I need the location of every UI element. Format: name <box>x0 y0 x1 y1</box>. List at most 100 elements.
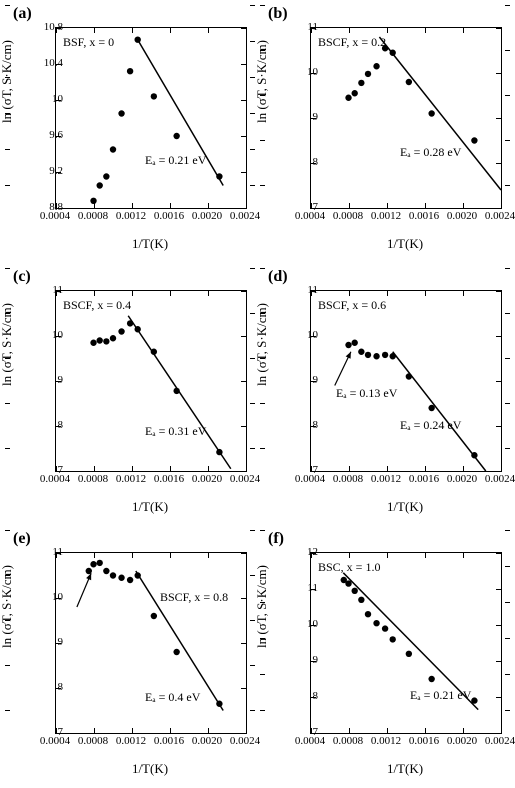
xtick-label: 0.0016 <box>409 210 439 222</box>
ytick-label: 9 <box>313 111 319 123</box>
ytick-label: 8 <box>313 156 319 168</box>
xtick-label: 0.0020 <box>447 473 477 485</box>
xtick-label: 0.0012 <box>116 473 146 485</box>
ytick-label: 11 <box>307 21 318 33</box>
xtick-label: 0.0012 <box>371 735 401 747</box>
ea-annotation: Eₐ = 0.24 eV <box>400 418 461 433</box>
ytick-label: 10 <box>52 329 63 341</box>
ea-annotation: Eₐ = 0.21 eV <box>410 688 471 703</box>
xtick-label: 0.0016 <box>154 210 184 222</box>
panel-title: BSC, x = 1.0 <box>318 560 380 575</box>
plot-svg <box>311 553 501 733</box>
ea-annotation: Eₐ = 0.4 eV <box>145 690 200 705</box>
ytick-label: 10 <box>52 93 63 105</box>
panel-title: BSCF, x = 0.6 <box>318 298 386 313</box>
xtick-label: 0.0016 <box>409 735 439 747</box>
plot-area <box>310 552 502 734</box>
xtick-label: 0.0024 <box>230 735 260 747</box>
x-axis-label: 1/T(K) <box>310 761 500 777</box>
xtick-label: 0.0004 <box>295 473 325 485</box>
xtick-label: 0.0020 <box>447 210 477 222</box>
xtick-label: 0.0016 <box>409 473 439 485</box>
y-axis-label: ln (σT, S·K/cm) <box>254 565 270 648</box>
xtick-label: 0.0004 <box>295 735 325 747</box>
xtick-label: 0.0020 <box>192 473 222 485</box>
ytick-label: 10 <box>307 618 318 630</box>
ytick-label: 10 <box>307 66 318 78</box>
panel-label: (e) <box>13 530 31 548</box>
ea-annotation: Eₐ = 0.28 eV <box>400 145 461 160</box>
panel-title: BSCF, x = 0.2 <box>318 35 386 50</box>
ytick-label: 9.2 <box>49 165 63 177</box>
xtick-label: 0.0008 <box>78 473 108 485</box>
plot-area <box>55 27 247 209</box>
plot-area <box>310 27 502 209</box>
panel-title: BSCF, x = 0.8 <box>160 590 228 605</box>
ytick-label: 10 <box>52 591 63 603</box>
ytick-label: 8 <box>313 419 319 431</box>
plot-area <box>55 552 247 734</box>
ytick-label: 10 <box>307 329 318 341</box>
xtick-label: 0.0016 <box>154 473 184 485</box>
ytick-label: 9.6 <box>49 129 63 141</box>
panel-e: (e) 78910110.00040.00080.00120.00160.002… <box>5 530 255 785</box>
x-axis-label: 1/T(K) <box>55 236 245 252</box>
panel-label: (f) <box>268 530 284 548</box>
xtick-label: 0.0016 <box>154 735 184 747</box>
xtick-label: 0.0024 <box>485 210 515 222</box>
ytick-label: 9 <box>313 654 319 666</box>
x-axis-label: 1/T(K) <box>55 499 245 515</box>
plot-area <box>310 290 502 472</box>
xtick-label: 0.0008 <box>333 735 363 747</box>
xtick-label: 0.0004 <box>40 210 70 222</box>
y-axis-label: ln (σT, S·K/cm) <box>0 303 15 386</box>
ytick-label: 11 <box>52 284 63 296</box>
panel-title: BSF, x = 0 <box>63 35 114 50</box>
x-axis-label: 1/T(K) <box>310 499 500 515</box>
xtick-label: 0.0004 <box>295 210 325 222</box>
xtick-label: 0.0008 <box>78 735 108 747</box>
ytick-label: 10.8 <box>44 21 63 33</box>
ea-annotation: Eₐ = 0.31 eV <box>145 424 206 439</box>
panel-label: (c) <box>13 268 31 286</box>
xtick-label: 0.0020 <box>192 735 222 747</box>
xtick-label: 0.0024 <box>485 735 515 747</box>
panel-label: (a) <box>13 5 32 23</box>
x-axis-label: 1/T(K) <box>310 236 500 252</box>
ytick-label: 8 <box>58 681 64 693</box>
panel-f: (f) 7891011120.00040.00080.00120.00160.0… <box>260 530 510 785</box>
ytick-label: 9 <box>58 636 64 648</box>
plot-svg <box>56 291 246 471</box>
xtick-label: 0.0008 <box>333 473 363 485</box>
xtick-label: 0.0020 <box>192 210 222 222</box>
ytick-label: 10.4 <box>44 57 63 69</box>
panel-title: BSCF, x = 0.4 <box>63 298 131 313</box>
xtick-label: 0.0020 <box>447 735 477 747</box>
xtick-label: 0.0024 <box>485 473 515 485</box>
y-axis-label: ln (σT, S·K/cm) <box>254 40 270 123</box>
ea-annotation: Eₐ = 0.21 eV <box>145 153 206 168</box>
panel-d: (d) 78910110.00040.00080.00120.00160.002… <box>260 268 510 523</box>
xtick-label: 0.0008 <box>333 210 363 222</box>
ea-annotation-2: Eₐ = 0.13 eV <box>336 386 397 401</box>
ytick-label: 8 <box>313 690 319 702</box>
ytick-label: 9 <box>58 374 64 386</box>
plot-svg <box>56 553 246 733</box>
panel-b: (b) 78910110.00040.00080.00120.00160.002… <box>260 5 510 260</box>
y-axis-label: ln (σT, S·K/cm) <box>0 40 15 123</box>
xtick-label: 0.0012 <box>371 473 401 485</box>
xtick-label: 0.0024 <box>230 473 260 485</box>
ytick-label: 8 <box>58 419 64 431</box>
panel-a: (a) 8.89.29.61010.410.80.00040.00080.001… <box>5 5 255 260</box>
xtick-label: 0.0024 <box>230 210 260 222</box>
arrhenius-figure: (a) 8.89.29.61010.410.80.00040.00080.001… <box>0 0 515 788</box>
y-axis-label: ln (σT, S·K/cm) <box>0 565 15 648</box>
panel-label: (d) <box>268 268 288 286</box>
plot-svg <box>311 291 501 471</box>
plot-svg <box>56 28 246 208</box>
x-axis-label: 1/T(K) <box>55 761 245 777</box>
xtick-label: 0.0004 <box>40 735 70 747</box>
xtick-label: 0.0004 <box>40 473 70 485</box>
plot-svg <box>311 28 501 208</box>
ytick-label: 9 <box>313 374 319 386</box>
